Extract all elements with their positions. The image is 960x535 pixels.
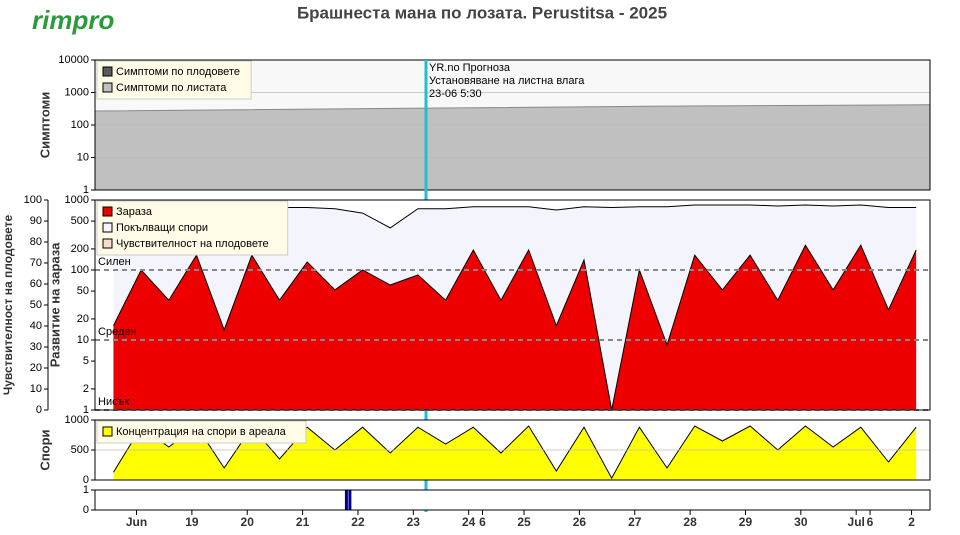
x-tick-label: 27 [628,515,642,529]
legend-label: Концентрация на спори в ареала [116,426,287,438]
y-tick-label: 5 [83,355,89,367]
plot [113,204,917,410]
legend-swatch [102,222,113,233]
y-tick-label: 0 [83,474,89,486]
x-tick-label: 6 [479,515,486,529]
legend-swatch [102,426,113,437]
area [113,245,917,410]
y-axis-label: Развитие на зараза [47,242,62,367]
y-tick-label: 10 [77,334,89,346]
y-tick-label: 1 [83,484,89,496]
threshold-label: Нисък [98,396,129,408]
legend-bg [96,200,289,256]
legend-label: Покълващи спори [116,222,208,234]
legend-swatch [102,238,113,249]
threshold-label: Среден [98,326,137,338]
legend-bg [96,420,307,444]
x-tick-label: 24 [462,515,476,529]
y2-tick-label: 10 [30,383,42,395]
y2-tick-label: 100 [24,194,42,206]
y-tick-label: 200 [71,243,89,255]
legend-label: Симптоми по листата [116,82,227,94]
plot [344,490,352,510]
y2-axis-label: Чувствителност на плодовете [1,215,15,396]
x-tick-label: 2 [908,515,915,529]
legend-swatch [102,206,113,217]
y2-tick-label: 20 [30,362,42,374]
y-tick-label: 500 [71,444,89,456]
x-tick-label: 25 [517,515,531,529]
plot [95,104,930,190]
annotation-text: YR.no Прогноза [429,62,511,74]
y2-tick-label: 30 [30,341,42,353]
area-line [113,244,917,410]
legend-label: Чувствителност на плодовете [116,238,269,250]
area-line [95,104,930,112]
x-tick-label: Jun [126,515,147,529]
x-tick-label: Jul [848,515,865,529]
y2-tick-label: 70 [30,257,42,269]
y-tick-label: 20 [77,313,89,325]
y2-tick-label: 0 [36,404,42,416]
y-tick-label: 10 [77,151,89,163]
legend-label: Симптоми по плодовете [116,66,240,78]
y-tick-label: 100 [71,119,89,131]
x-tick-label: 20 [241,515,255,529]
x-tick-label: 26 [573,515,587,529]
x-tick-label: 19 [185,515,199,529]
y2-tick-label: 50 [30,299,42,311]
y2-tick-label: 90 [30,215,42,227]
x-tick-label: 30 [794,515,808,529]
x-tick-label: 6 [867,515,874,529]
x-tick-label: 21 [296,515,310,529]
y-tick-label: 2 [83,383,89,395]
plot-bg [95,490,930,510]
y-tick-label: 1000 [65,86,89,98]
annotation-text: 23-06 5:30 [429,88,482,100]
threshold-label: Силен [98,256,131,268]
y-tick-label: 1 [83,184,89,196]
bar [344,490,348,510]
y2-tick-label: 40 [30,320,42,332]
y-axis-label: Симптоми [37,92,52,158]
chart-title: Брашнеста мана по лозата. Perustitsa - 2… [297,3,667,22]
plot-frame [94,199,931,411]
legend-swatch [102,82,113,93]
area [95,104,930,190]
x-tick-label: 28 [683,515,697,529]
annotation-text: Установяване на листна влага [429,75,585,87]
area [113,426,917,480]
y2-tick-label: 60 [30,278,42,290]
legend-bg [96,60,252,100]
bar [348,490,352,510]
legend-swatch [102,66,113,77]
y2-tick-label: 80 [30,236,42,248]
legend-label: Зараза [116,206,153,218]
y-tick-label: 50 [77,285,89,297]
y-tick-label: 0 [83,504,89,516]
y-tick-label: 1000 [65,194,89,206]
logo: rimpro [32,5,114,35]
y-tick-label: 500 [71,215,89,227]
y-tick-label: 1 [83,404,89,416]
x-tick-label: 29 [739,515,753,529]
plot-frame [94,489,931,511]
x-tick-label: 22 [351,515,365,529]
y-axis-label: Спори [37,429,52,470]
y-tick-label: 1000 [65,414,89,426]
y-tick-label: 10000 [58,54,89,66]
x-tick-label: 23 [407,515,421,529]
y-tick-label: 100 [71,264,89,276]
